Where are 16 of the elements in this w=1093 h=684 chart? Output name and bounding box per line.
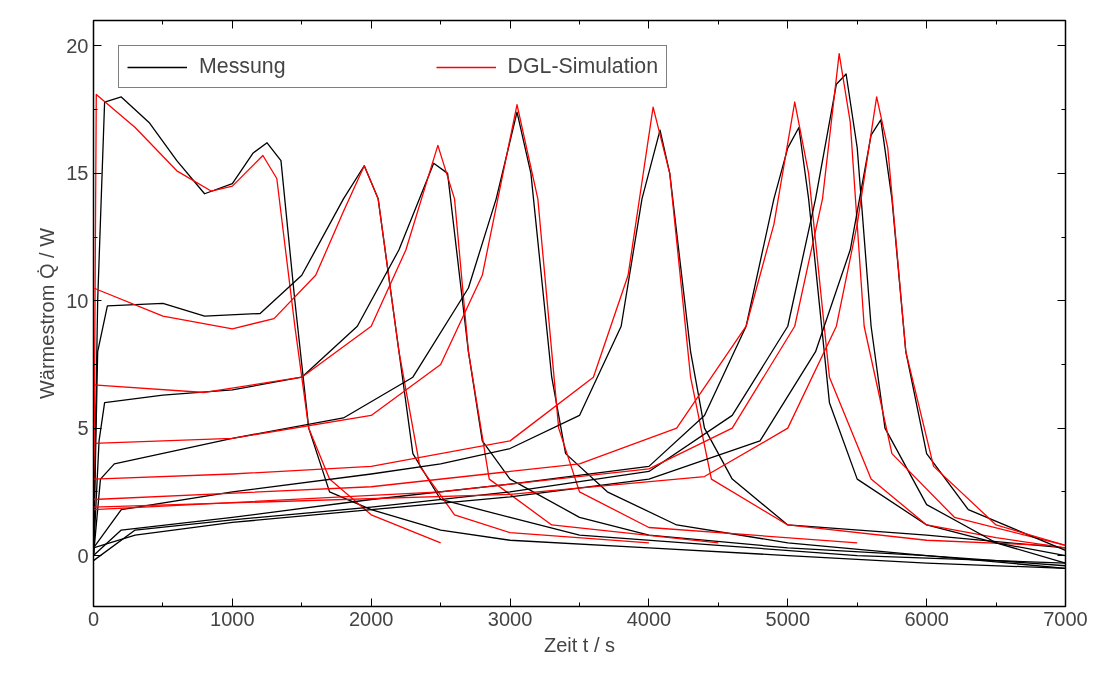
x-axis-title: Zeit t / s — [543, 633, 616, 656]
y-tick-label: 20 — [66, 34, 89, 57]
x-tick-label: 5000 — [765, 607, 811, 630]
x-tick-label: 6000 — [904, 607, 949, 630]
y-tick-label: 15 — [66, 162, 89, 185]
y-tick-label: 5 — [77, 417, 89, 440]
x-tick-label: 7000 — [1043, 607, 1088, 630]
x-tick-label: 4000 — [626, 607, 672, 630]
x-tick-label: 2000 — [348, 607, 394, 630]
y-axis-title: Wärmestrom Q̇ / W — [36, 227, 59, 400]
x-tick-label: 1000 — [210, 607, 255, 630]
legend-label: DGL-Simulation — [507, 54, 659, 79]
legend-label: Messung — [199, 54, 286, 79]
y-tick-label: 10 — [66, 289, 89, 312]
x-tick-label: 3000 — [487, 607, 533, 630]
y-tick-label: 0 — [77, 544, 89, 567]
